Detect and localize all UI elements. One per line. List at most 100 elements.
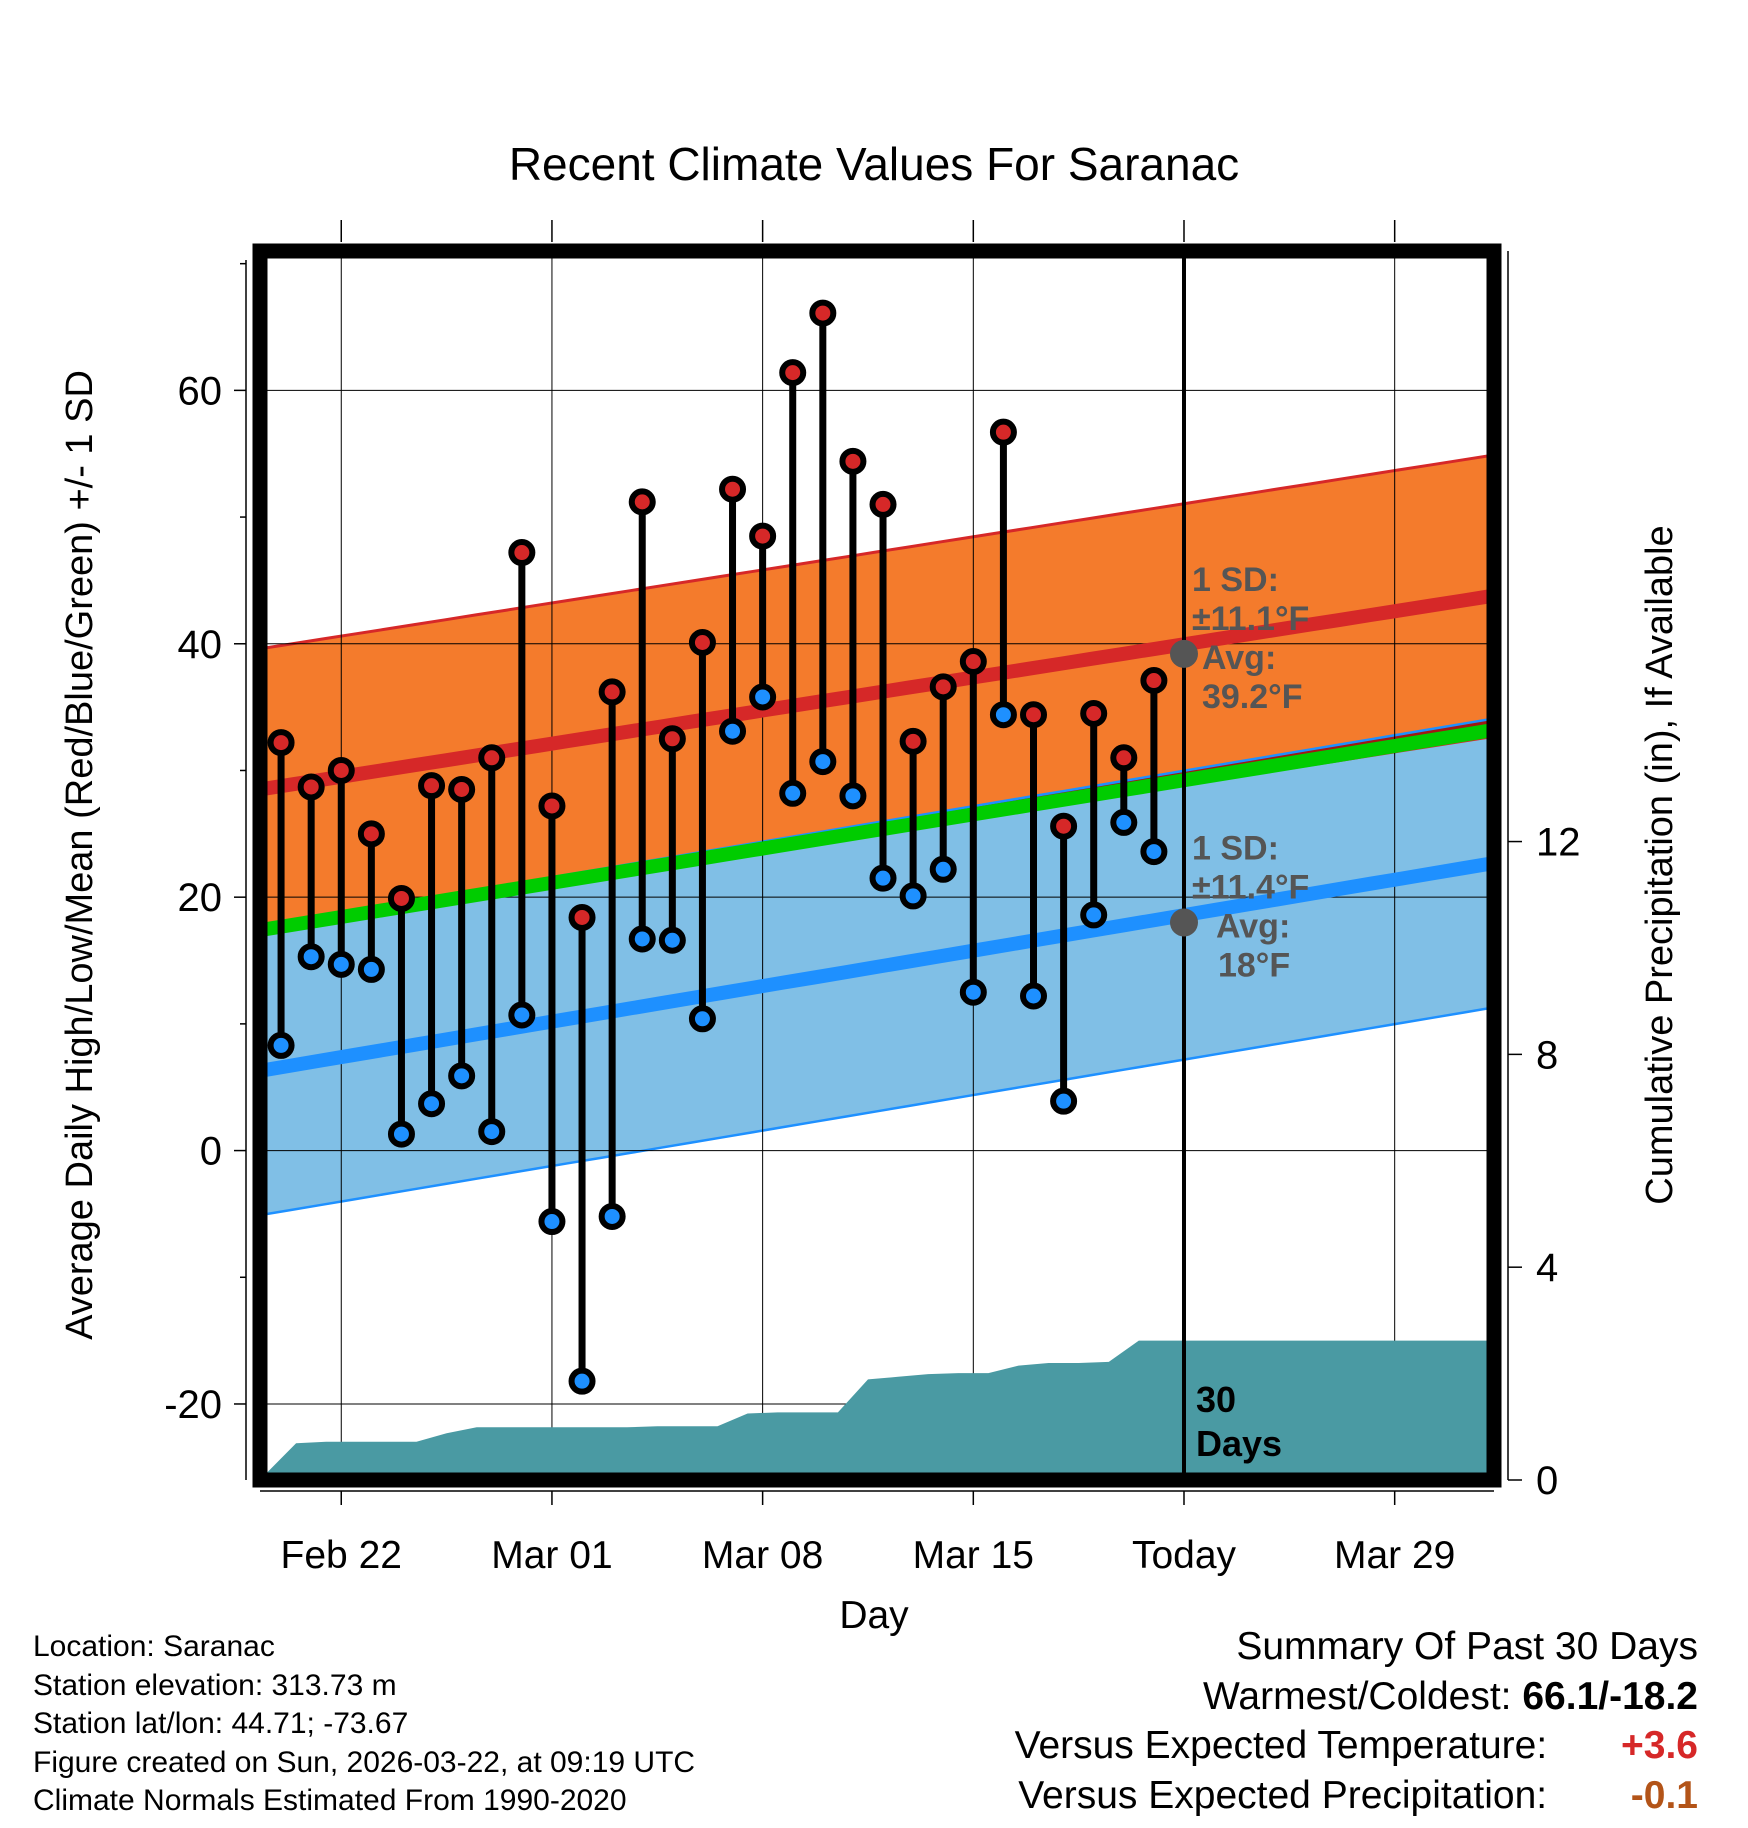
low-point	[989, 701, 1017, 729]
low-point	[568, 1367, 596, 1395]
high-sd-label: 1 SD:	[1192, 561, 1279, 599]
normal-mean-line	[260, 722, 1494, 938]
days-label-word: Days	[1196, 1423, 1282, 1464]
low-point	[1020, 982, 1048, 1010]
low-point	[929, 855, 957, 883]
plot-frame	[252, 243, 1502, 1488]
temp-label: Versus Expected Temperature:	[1014, 1724, 1548, 1767]
low-avg-label: Avg:	[1216, 908, 1290, 946]
high-point	[297, 773, 325, 801]
low-point	[658, 926, 686, 954]
summary-panel: Summary Of Past 30 Days Warmest/Coldest:…	[1015, 1622, 1698, 1820]
low-point	[267, 1031, 295, 1059]
high-point	[688, 629, 716, 657]
high-point	[809, 299, 837, 327]
high-point	[749, 522, 777, 550]
y2-tick-label: 12	[1536, 821, 1581, 865]
high-point	[779, 359, 807, 387]
high-avg-label: Avg:	[1202, 639, 1276, 677]
high-avg-value: 39.2°F	[1202, 678, 1303, 716]
warm-cold-label: Warmest/Coldest:	[1203, 1674, 1512, 1718]
precip-value: -0.1	[1630, 1773, 1698, 1817]
high-sd-upper-edge	[260, 453, 1494, 651]
warm-cold-value: 66.1/-18.2	[1522, 1674, 1698, 1718]
high-point	[448, 775, 476, 803]
x-axis-label: Day	[839, 1594, 909, 1637]
precip-area	[266, 1340, 1494, 1480]
y2-tick-label: 0	[1536, 1459, 1558, 1503]
high-point	[387, 884, 415, 912]
low-point	[418, 1090, 446, 1118]
high-point	[538, 792, 566, 820]
low-point	[628, 925, 656, 953]
high-point	[418, 772, 446, 800]
y2-tick-label: 8	[1536, 1033, 1558, 1077]
low-point	[598, 1202, 626, 1230]
high-point	[719, 475, 747, 503]
low-point	[869, 864, 897, 892]
today-high-avg-dot	[1169, 639, 1198, 668]
low-point	[448, 1062, 476, 1090]
y-axis-label: Average Daily High/Low/Mean (Red/Blue/Gr…	[59, 370, 101, 1340]
high-point	[598, 678, 626, 706]
low-point	[538, 1208, 566, 1236]
low-point	[387, 1120, 415, 1148]
low-point	[478, 1118, 506, 1146]
high-point	[1050, 812, 1078, 840]
low-avg-value: 18°F	[1218, 947, 1290, 985]
x-tick-label: Mar 29	[1334, 1534, 1455, 1577]
station-info: Location: Saranac Station elevation: 313…	[33, 1628, 695, 1821]
low-point	[327, 950, 355, 978]
x-tick-label: Today	[1132, 1534, 1237, 1577]
low-point	[719, 717, 747, 745]
chart-title: Recent Climate Values For Saranac	[509, 138, 1239, 190]
y-tick-label: -20	[164, 1383, 222, 1427]
low-point	[1140, 838, 1168, 866]
high-point	[658, 725, 686, 753]
high-point	[839, 447, 867, 475]
high-sd-value: ±11.1°F	[1192, 600, 1309, 638]
info-location: Location: Saranac	[33, 1630, 275, 1663]
precip-label: Versus Expected Precipitation:	[1018, 1773, 1548, 1817]
low-sd-value: ±11.4°F	[1192, 869, 1309, 907]
low-point	[1080, 901, 1108, 929]
high-point	[899, 727, 927, 755]
low-point	[749, 683, 777, 711]
high-point	[1110, 744, 1138, 772]
x-tick-label: Feb 22	[281, 1534, 402, 1577]
low-point	[839, 782, 867, 810]
high-point	[267, 729, 295, 757]
normal-high-line	[260, 588, 1494, 797]
info-normals: Climate Normals Estimated From 1990-2020	[33, 1784, 627, 1817]
temp-value: +3.6	[1621, 1724, 1698, 1767]
low-sd-lower-edge	[260, 1006, 1494, 1217]
low-point	[297, 943, 325, 971]
low-point	[688, 1005, 716, 1033]
low-point	[809, 748, 837, 776]
low-point	[1050, 1087, 1078, 1115]
x-tick-label: Mar 15	[913, 1534, 1034, 1577]
y-tick-label: 0	[200, 1130, 222, 1174]
y2-axis-label: Cumulative Precipitation (in), If Availa…	[1639, 525, 1681, 1204]
high-point	[357, 820, 385, 848]
high-point	[1140, 667, 1168, 695]
y2-tick-label: 4	[1536, 1246, 1558, 1290]
high-point	[478, 744, 506, 772]
low-sd-label: 1 SD:	[1192, 830, 1279, 868]
normal-low-line	[260, 856, 1494, 1078]
low-point	[779, 779, 807, 807]
high-point	[869, 490, 897, 518]
summary-warm-cold-row: Warmest/Coldest: 66.1/-18.2	[1015, 1672, 1698, 1722]
info-latlon: Station lat/lon: 44.71; -73.67	[33, 1707, 409, 1740]
y-tick-label: 20	[178, 876, 223, 920]
info-created: Figure created on Sun, 2026-03-22, at 09…	[33, 1745, 696, 1779]
high-point	[959, 648, 987, 676]
high-point	[929, 673, 957, 701]
low-point	[508, 1001, 536, 1029]
x-tick-label: Mar 01	[491, 1534, 612, 1577]
low-point	[959, 978, 987, 1006]
y-tick-label: 40	[178, 623, 223, 667]
summary-precip-row: Versus Expected Precipitation: -0.1	[1015, 1771, 1698, 1821]
